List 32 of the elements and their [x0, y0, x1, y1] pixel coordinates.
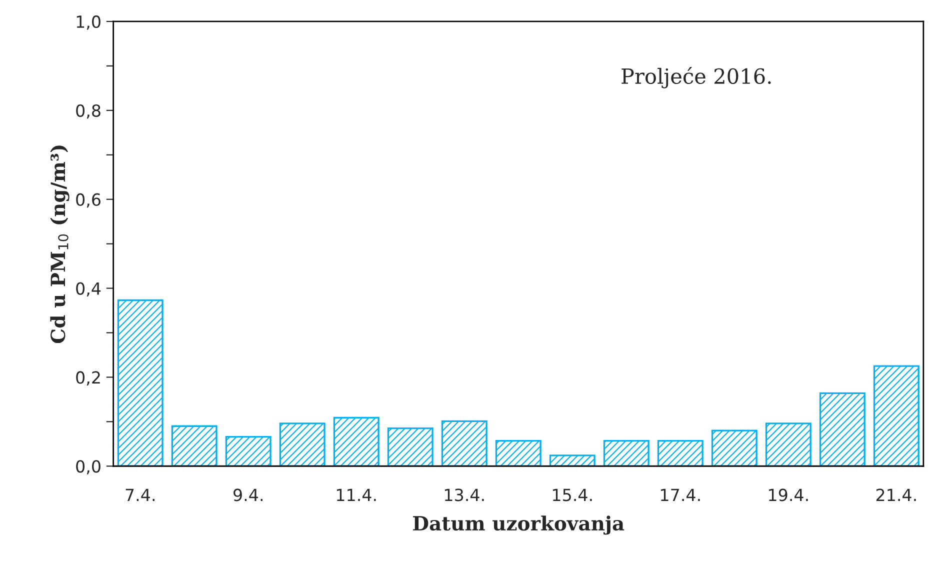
y-tick-label: 0,2: [76, 371, 100, 386]
bar: [225, 436, 272, 466]
bar: [873, 365, 920, 466]
x-tick-label: 7.4.: [126, 488, 154, 502]
y-axis-title: Cd u PM$_{10}$ (ng/m³): [50, 146, 70, 344]
bar: [441, 420, 488, 466]
y-tick-label: 0,8: [76, 104, 100, 119]
bar: [279, 422, 326, 466]
x-tick-label: 17.4.: [661, 488, 700, 502]
x-tick-label: 15.4.: [553, 488, 592, 502]
bar: [387, 427, 434, 466]
y-tick-label: 0,6: [76, 193, 100, 208]
bar: [495, 440, 542, 466]
x-tick-label: 19.4.: [769, 488, 808, 502]
bar: [603, 440, 650, 466]
bar: [657, 440, 704, 466]
y-tick-label: 0,0: [76, 460, 100, 474]
annotation: Proljeće 2016.: [622, 67, 771, 88]
x-tick-label: 9.4.: [234, 488, 262, 502]
y-tick-label: 0,4: [76, 282, 101, 297]
x-tick-label: 13.4.: [445, 488, 484, 502]
x-axis-title: Datum uzorkovanja: [413, 516, 624, 535]
bar: [171, 425, 218, 466]
bar: [765, 422, 812, 466]
x-tick-label: 21.4.: [876, 488, 916, 502]
bar: [549, 454, 596, 466]
y-tick-label: 1,0: [76, 15, 100, 30]
bar: [117, 299, 164, 466]
x-tick-label: 11.4.: [336, 488, 376, 502]
bar: [819, 392, 866, 466]
bar: [711, 430, 758, 466]
bar: [333, 416, 380, 466]
